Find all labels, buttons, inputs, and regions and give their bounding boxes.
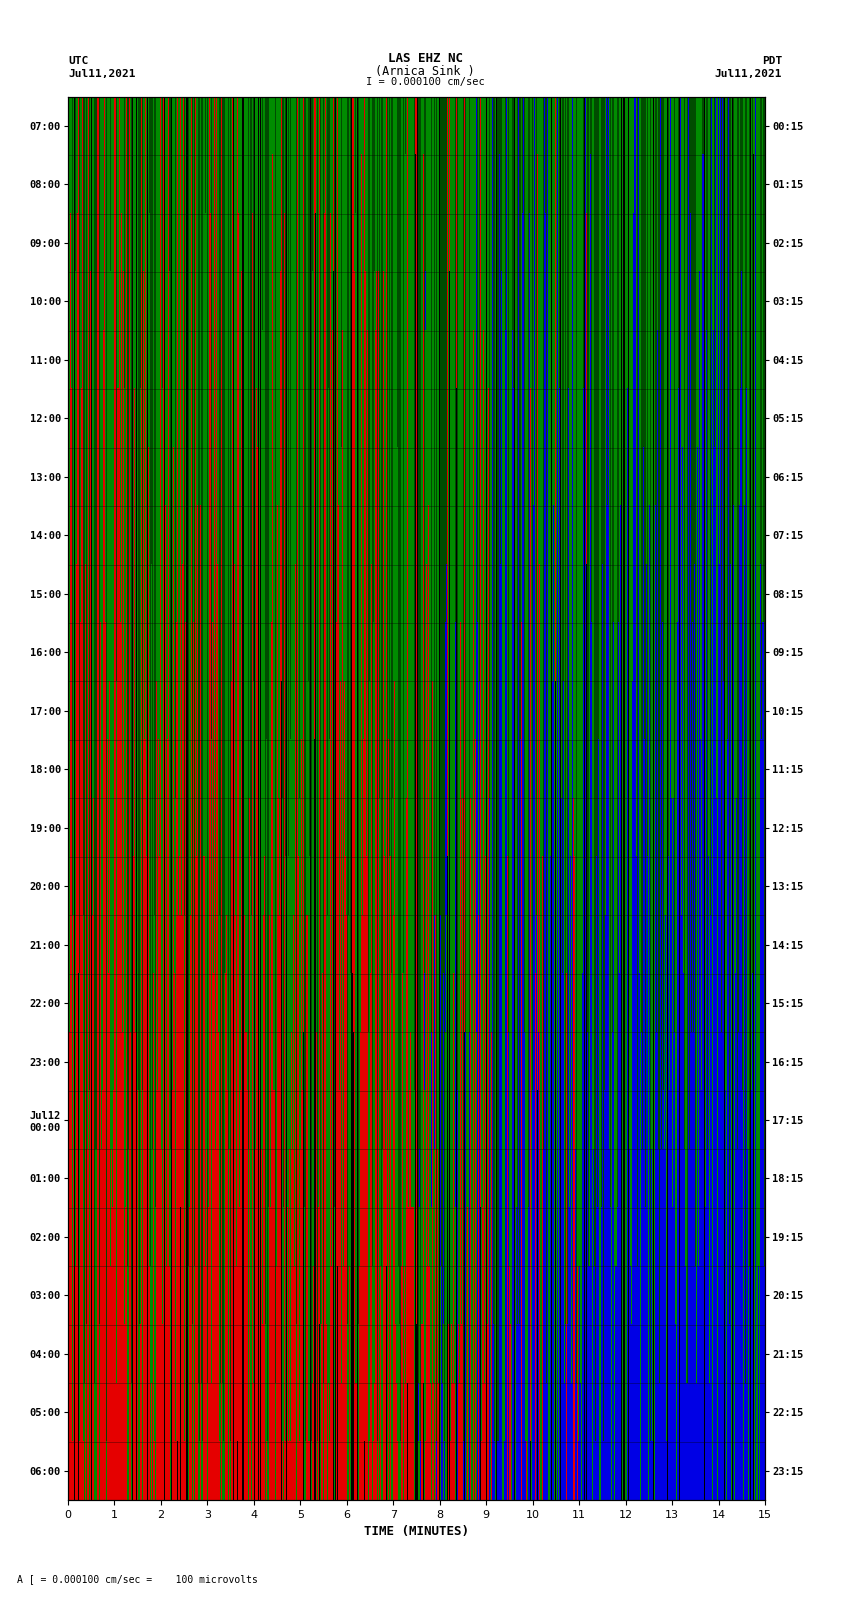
Text: I = 0.000100 cm/sec: I = 0.000100 cm/sec [366,77,484,87]
Text: Jul11,2021: Jul11,2021 [715,69,782,79]
Text: (Arnica Sink ): (Arnica Sink ) [375,65,475,77]
Text: A [ = 0.000100 cm/sec =    100 microvolts: A [ = 0.000100 cm/sec = 100 microvolts [17,1574,258,1584]
Text: LAS EHZ NC: LAS EHZ NC [388,52,462,65]
Text: Jul11,2021: Jul11,2021 [68,69,135,79]
X-axis label: TIME (MINUTES): TIME (MINUTES) [364,1526,469,1539]
Text: UTC: UTC [68,56,88,66]
Text: PDT: PDT [762,56,782,66]
